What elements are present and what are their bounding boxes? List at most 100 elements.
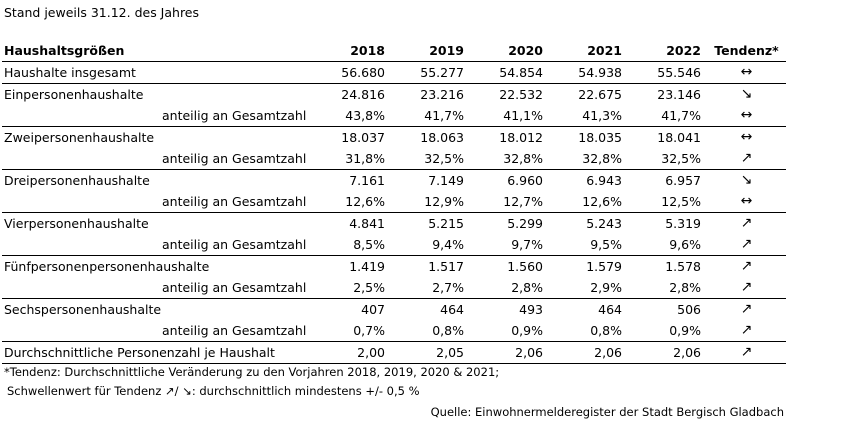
table-header-row: Haushaltsgrößen 2018 2019 2020 2021 2022… [2, 40, 786, 62]
value-cell-2021: 9,5% [590, 237, 622, 252]
table-row: anteilig an Gesamtzahl 12,6% 12,9% 12,7% 12,… [2, 191, 786, 213]
value-cell-2021: 54.938 [578, 65, 622, 80]
share-label: anteilig an Gesamtzahl [162, 151, 307, 166]
table-row: anteilig an Gesamtzahl 2,5% 2,7% 2,8% 2,9% 2,… [2, 277, 786, 299]
value-cell-2019: 464 [391, 298, 470, 320]
trend-arrow-icon: ↔ [707, 126, 786, 148]
trend-arrow-icon: ↗ [740, 322, 753, 338]
value-cell-2019: 2,05 [391, 341, 470, 364]
share-label: anteilig an Gesamtzahl [162, 237, 307, 252]
value-cell-2022: 6.957 [628, 169, 707, 191]
value-cell-2021: 464 [549, 298, 628, 320]
value-cell-2018: 12,6% [345, 194, 385, 209]
trend-arrow-icon: ↘ [707, 83, 786, 105]
value-cell-2022: 18.041 [628, 126, 707, 148]
value-cell-2021: 2,9% [590, 280, 622, 295]
value-cell-2020: 0,9% [511, 323, 543, 338]
value-cell-2020: 18.012 [470, 126, 549, 148]
value-cell-2020: 5.299 [470, 212, 549, 234]
trend-arrow-icon: ↗ [740, 236, 753, 252]
household-size-table: Haushaltsgrößen 2018 2019 2020 2021 2022… [2, 40, 786, 364]
value-cell-2021: 41,3% [582, 108, 622, 123]
table-subtitle: Stand jeweils 31.12. des Jahres [4, 5, 200, 20]
header-year-2020: 2020 [470, 40, 549, 62]
header-year-2021: 2021 [549, 40, 628, 62]
value-cell-2018: 43,8% [345, 108, 385, 123]
value-cell-2022: 506 [628, 298, 707, 320]
value-cell-2021: 18.035 [549, 126, 628, 148]
trend-arrow-icon: ↔ [740, 64, 753, 80]
value-cell-2019: 32,5% [424, 151, 464, 166]
value-cell-2018: 4.841 [312, 212, 391, 234]
value-cell-2019: 23.216 [391, 83, 470, 105]
value-cell-2020: 6.960 [470, 169, 549, 191]
value-cell-2018: 2,00 [312, 341, 391, 364]
value-cell-2020: 41,1% [503, 108, 543, 123]
value-cell-2018: 0,7% [353, 323, 385, 338]
header-year-2019: 2019 [391, 40, 470, 62]
value-cell-2018: 7.161 [312, 169, 391, 191]
table-row: Einpersonenhaushalte 24.816 23.216 22.532 22… [2, 83, 786, 105]
value-cell-2018: 2,5% [353, 280, 385, 295]
value-cell-2020: 32,8% [503, 151, 543, 166]
table-row: Vierpersonenhaushalte 4.841 5.215 5.299 5.24… [2, 212, 786, 234]
value-cell-2021: 22.675 [549, 83, 628, 105]
value-cell-2021: 5.243 [549, 212, 628, 234]
share-label: anteilig an Gesamtzahl [162, 194, 307, 209]
value-cell-2021: 12,6% [582, 194, 622, 209]
table-row: Zweipersonenhaushalte 18.037 18.063 18.012 1… [2, 126, 786, 148]
header-label: Haushaltsgrößen [2, 40, 312, 62]
value-cell-2022: 9,6% [669, 237, 701, 252]
value-cell-2021: 1.579 [549, 255, 628, 277]
trend-arrow-icon: ↔ [740, 107, 753, 123]
trend-arrow-icon: ↗ [707, 255, 786, 277]
value-cell-2019: 0,8% [432, 323, 464, 338]
value-cell-2021: 32,8% [582, 151, 622, 166]
value-cell-2020: 54.854 [499, 65, 543, 80]
value-cell-2020: 22.532 [470, 83, 549, 105]
value-cell-2019: 18.063 [391, 126, 470, 148]
table-row: Dreipersonenhaushalte 7.161 7.149 6.960 6.94… [2, 169, 786, 191]
value-cell-2018: 8,5% [353, 237, 385, 252]
value-cell-2022: 0,9% [669, 323, 701, 338]
table-row: Sechspersonenhaushalte 407 464 493 464 506 ↗ [2, 298, 786, 320]
trend-arrow-icon: ↔ [740, 193, 753, 209]
value-cell-2022: 23.146 [628, 83, 707, 105]
trend-arrow-icon: ↗ [707, 298, 786, 320]
value-cell-2019: 55.277 [420, 65, 464, 80]
table-row: anteilig an Gesamtzahl 31,8% 32,5% 32,8% 32,… [2, 148, 786, 170]
value-cell-2019: 1.517 [391, 255, 470, 277]
value-cell-2022: 2,06 [628, 341, 707, 364]
value-cell-2022: 12,5% [661, 194, 701, 209]
value-cell-2021: 6.943 [549, 169, 628, 191]
value-cell-2021: 2,06 [549, 341, 628, 364]
footnote-trend-definition: *Tendenz: Durchschnittliche Veränderung … [4, 365, 500, 379]
row-label: Zweipersonenhaushalte [2, 126, 312, 148]
value-cell-2020: 2,06 [470, 341, 549, 364]
value-cell-2022: 2,8% [669, 280, 701, 295]
value-cell-2018: 31,8% [345, 151, 385, 166]
share-label: anteilig an Gesamtzahl [162, 108, 307, 123]
value-cell-2019: 12,9% [424, 194, 464, 209]
row-label: Fünfpersonenpersonenhaushalte [2, 255, 312, 277]
row-label: Durchschnittliche Personenzahl je Hausha… [2, 341, 312, 364]
value-cell-2020: 12,7% [503, 194, 543, 209]
value-cell-2022: 41,7% [661, 108, 701, 123]
value-cell-2019: 5.215 [391, 212, 470, 234]
value-cell-2018: 1.419 [312, 255, 391, 277]
trend-arrow-icon: ↗ [740, 150, 753, 166]
trend-arrow-icon: ↗ [707, 341, 786, 364]
table-row: Fünfpersonenpersonenhaushalte 1.419 1.517 1… [2, 255, 786, 277]
value-cell-2022: 55.546 [657, 65, 701, 80]
table-row: anteilig an Gesamtzahl 0,7% 0,8% 0,9% 0,8% 0,… [2, 320, 786, 342]
value-cell-2021: 0,8% [590, 323, 622, 338]
table-body: Haushalte insgesamt 56.680 55.277 54.854 54.… [2, 62, 786, 364]
header-trend: Tendenz* [707, 40, 786, 62]
value-cell-2019: 7.149 [391, 169, 470, 191]
value-cell-2018: 24.816 [312, 83, 391, 105]
table-row: anteilig an Gesamtzahl 8,5% 9,4% 9,7% 9,5% 9,… [2, 234, 786, 256]
row-label: Haushalte insgesamt [4, 65, 136, 80]
value-cell-2022: 1.578 [628, 255, 707, 277]
share-label: anteilig an Gesamtzahl [162, 280, 307, 295]
value-cell-2019: 9,4% [432, 237, 464, 252]
